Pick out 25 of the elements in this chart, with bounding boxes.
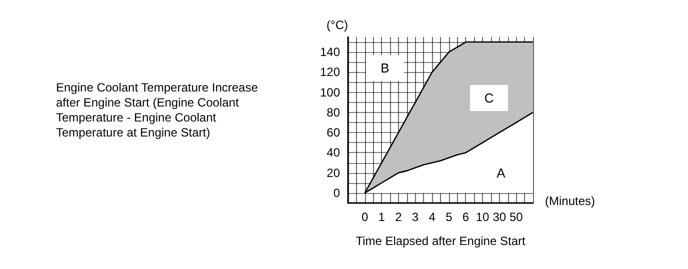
y-tick-label: 120 — [320, 65, 340, 80]
y-tick-label: 60 — [326, 126, 340, 140]
annotation: C — [484, 90, 494, 106]
annotation: A — [496, 166, 506, 180]
x-tick-label: 4 — [428, 210, 436, 224]
x-tick-label: 10 — [476, 210, 490, 224]
x-tick-label: 3 — [412, 210, 419, 224]
text: (Minutes) — [545, 194, 596, 208]
x-axis-title: Time Elapsed after Engine Start — [356, 234, 526, 248]
y-tick-label: 100 — [320, 85, 340, 100]
x-tick-label: 5 — [446, 210, 453, 224]
annotation: B — [380, 60, 390, 76]
x-tick-label: 0 — [361, 210, 368, 224]
text: Engine Coolant Temperature Increase after Engine Start (Engine Coolant Temperature - Engine Coolant Temperature at Engine Start) — [56, 80, 258, 140]
x-tick-label: 50 — [510, 210, 524, 224]
y-tick-label: 20 — [326, 166, 340, 180]
x-tick-label: 30 — [492, 210, 506, 224]
x-tick-label: 6 — [462, 210, 470, 224]
y-tick-label: 0 — [333, 186, 340, 200]
y-tick-label: 140 — [320, 45, 340, 60]
y-axis-title: (°C) — [326, 18, 348, 32]
y-tick-label: 40 — [326, 146, 340, 160]
y-tick-label: 80 — [326, 105, 340, 120]
x-tick-label: 2 — [395, 210, 402, 224]
x-tick-label: 1 — [378, 210, 386, 224]
